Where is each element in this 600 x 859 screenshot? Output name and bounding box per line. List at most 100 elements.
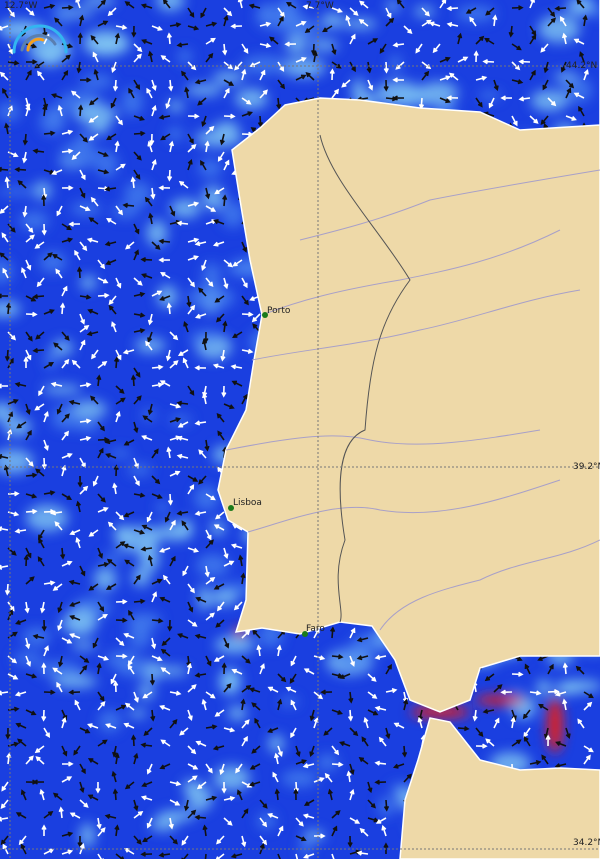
current-arrow — [187, 113, 200, 119]
current-arrow — [403, 698, 409, 711]
current-arrow — [241, 68, 247, 81]
current-arrow — [123, 511, 135, 518]
current-arrow — [223, 159, 230, 171]
city-marker-porto[interactable] — [262, 312, 268, 318]
current-arrow — [241, 719, 250, 729]
current-arrow — [88, 217, 99, 225]
current-arrow — [428, 21, 441, 27]
current-arrow — [37, 556, 45, 567]
current-arrow — [166, 446, 172, 459]
current-arrow — [25, 576, 35, 585]
current-arrow — [35, 756, 45, 765]
current-arrow — [147, 554, 153, 567]
current-arrow — [16, 421, 27, 429]
current-arrow — [61, 54, 71, 63]
current-arrow — [277, 79, 286, 90]
current-arrow — [61, 464, 67, 477]
current-arrow — [324, 772, 333, 783]
current-arrow — [150, 709, 156, 722]
current-arrow — [194, 365, 207, 371]
current-arrow — [43, 811, 54, 819]
current-arrow — [122, 202, 135, 208]
current-arrow — [69, 633, 81, 639]
current-arrow — [104, 813, 117, 820]
current-arrow — [359, 827, 369, 837]
current-arrow — [79, 169, 86, 181]
current-arrow — [529, 69, 536, 81]
current-arrow — [241, 393, 248, 405]
current-arrow — [7, 331, 17, 341]
current-arrow — [97, 601, 105, 612]
current-arrow — [249, 763, 261, 770]
city-marker-faro[interactable] — [302, 631, 308, 637]
current-arrow — [475, 97, 483, 108]
current-arrow — [366, 61, 372, 74]
current-arrow — [339, 673, 351, 680]
current-arrow — [79, 664, 88, 675]
current-arrow — [38, 385, 45, 397]
current-arrow — [114, 752, 120, 765]
rainbow-arc-logo-icon — [12, 24, 68, 54]
current-arrow — [115, 24, 128, 30]
current-arrow — [54, 521, 63, 531]
current-arrow — [97, 691, 105, 702]
current-arrow — [446, 22, 459, 28]
current-arrow — [187, 255, 200, 261]
current-arrow — [511, 61, 521, 71]
current-arrow — [176, 220, 189, 226]
current-arrow — [259, 817, 268, 828]
current-arrow — [200, 159, 207, 171]
current-arrow — [108, 304, 117, 315]
current-arrow — [356, 850, 369, 856]
current-arrow — [91, 349, 99, 360]
current-arrow — [205, 187, 211, 200]
current-arrow — [169, 555, 176, 567]
current-arrow — [540, 43, 549, 53]
current-arrow — [295, 74, 307, 81]
current-arrow — [23, 554, 29, 567]
current-arrow — [79, 418, 92, 424]
current-arrow — [415, 43, 423, 54]
current-arrow — [367, 691, 378, 699]
current-arrow — [482, 708, 495, 714]
current-arrow — [61, 709, 68, 721]
current-arrow — [554, 5, 567, 12]
current-arrow — [32, 779, 45, 785]
current-arrow — [349, 817, 361, 824]
current-arrow — [112, 482, 118, 495]
current-arrow — [77, 32, 83, 45]
city-label-faro: Faro — [306, 624, 325, 634]
current-arrow — [223, 560, 235, 567]
current-arrow — [303, 668, 315, 675]
current-arrow — [79, 457, 86, 469]
current-arrow — [20, 267, 27, 279]
current-arrow — [55, 268, 63, 279]
current-arrow — [392, 77, 405, 83]
current-arrow — [349, 33, 356, 45]
current-arrow — [176, 42, 189, 48]
current-arrow — [195, 740, 207, 747]
current-arrow — [214, 295, 225, 303]
current-arrow — [403, 25, 413, 35]
current-arrow — [475, 75, 488, 81]
current-arrow — [309, 745, 315, 758]
current-arrow — [41, 709, 47, 722]
current-arrow — [25, 7, 35, 16]
current-arrow — [133, 421, 139, 434]
current-arrow — [529, 760, 542, 766]
current-arrow — [194, 633, 207, 639]
strong-current-area — [547, 697, 563, 753]
current-arrow — [146, 511, 153, 523]
current-arrow — [24, 601, 30, 614]
current-arrow — [374, 654, 387, 660]
current-arrow — [465, 7, 477, 14]
current-arrow — [204, 140, 210, 153]
current-arrow — [361, 736, 369, 747]
current-arrow — [181, 520, 189, 531]
current-arrow — [79, 485, 89, 495]
current-arrow — [25, 472, 38, 478]
city-marker-lisboa[interactable] — [228, 505, 234, 511]
current-arrow — [475, 727, 484, 738]
current-arrow — [583, 69, 589, 81]
